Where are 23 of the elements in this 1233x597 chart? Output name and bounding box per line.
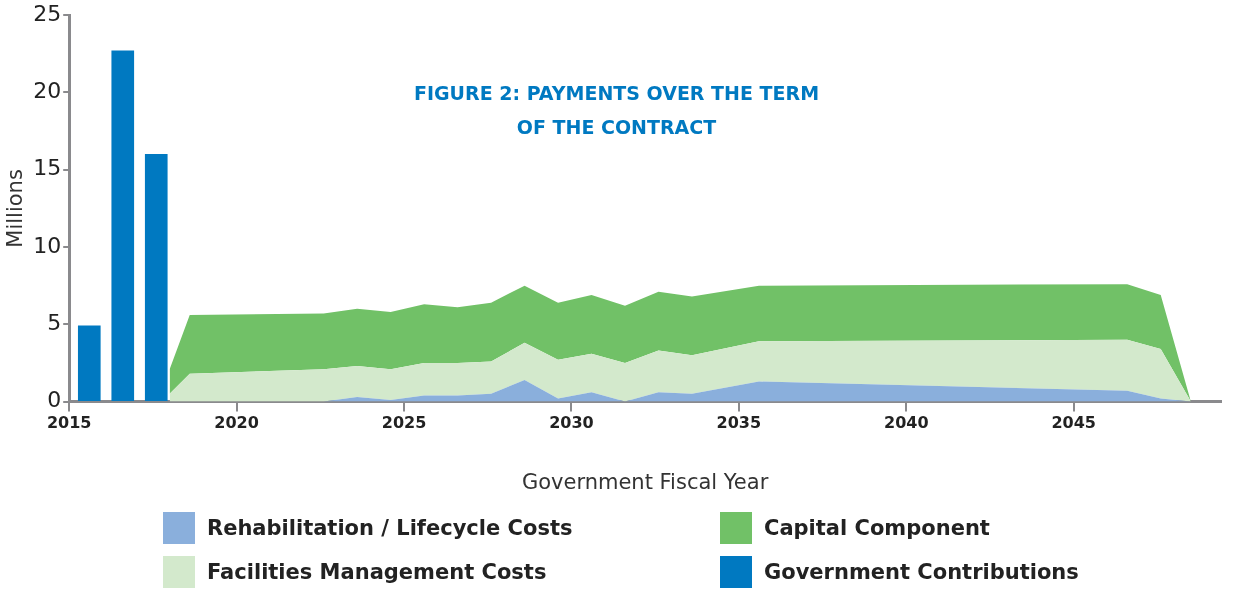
legend-label: Facilities Management Costs [207,560,547,584]
x-axis-title: Government Fiscal Year [521,469,769,494]
legend-label: Government Contributions [764,560,1079,584]
x-tick-label: 2020 [214,413,259,433]
bar [111,50,135,401]
x-tick-label: 2040 [884,413,929,433]
text: FIGURE 2: PAYMENTS OVER THE TERM OF THE CONTRACT [412,81,821,140]
y-tick-label: 15 [33,155,62,181]
x-tick-label: 2015 [46,413,92,433]
x-tick-label: 2030 [549,413,594,433]
x-tick-label: 2045 [1051,413,1096,433]
legend-label: Capital Component [764,516,990,540]
bar [77,325,101,401]
x-tick-label: 2025 [381,413,427,433]
y-axis-title: Millions [3,169,28,248]
bar [144,153,168,401]
y-tick-label: 5 [47,310,62,336]
x-tick-label: 2035 [716,413,762,433]
y-tick-label: 20 [33,78,62,104]
y-tick-label: 25 [33,0,62,26]
y-tick-label: 0 [47,387,62,413]
y-tick-label: 10 [33,232,62,258]
legend-label: Rehabilitation / Lifecycle Costs [207,516,573,540]
